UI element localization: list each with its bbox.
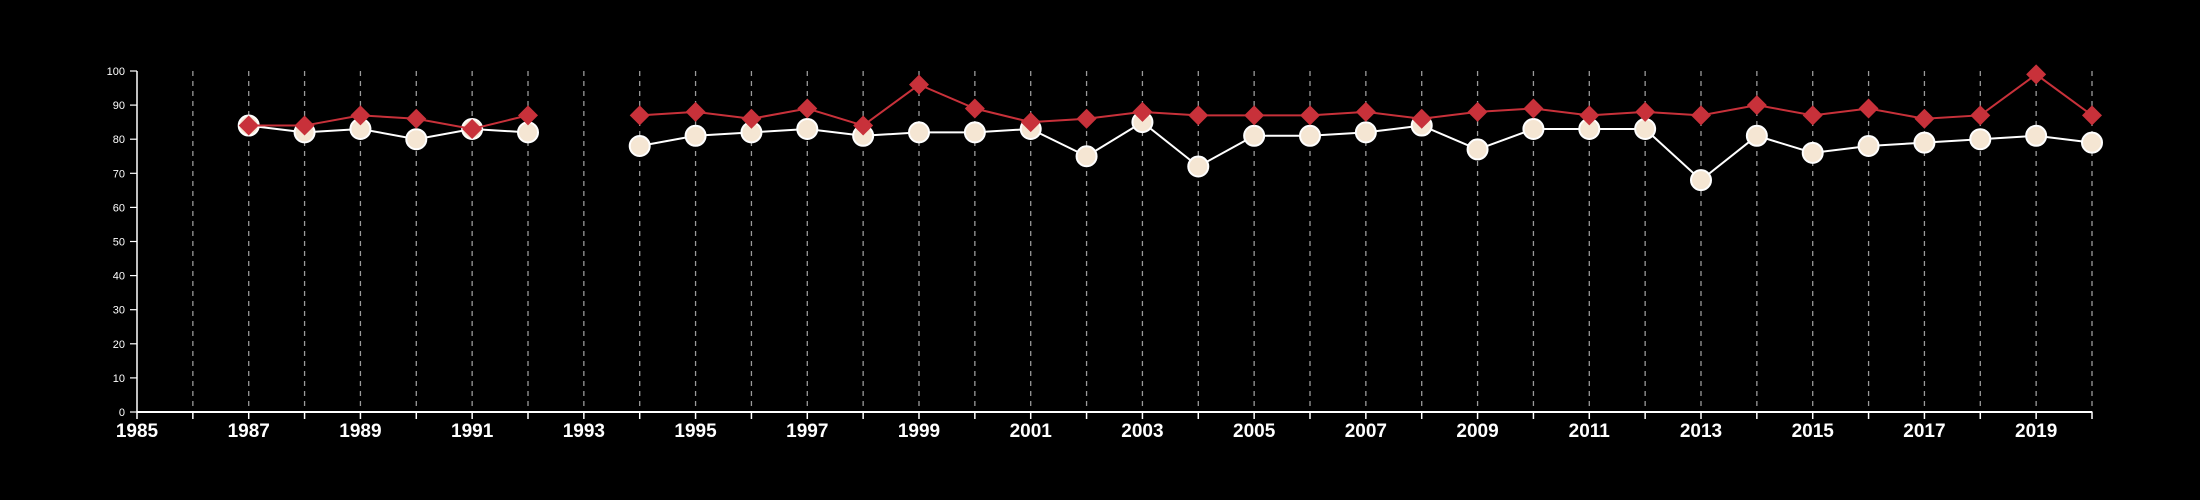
x-tick-label-2017: 2017	[1903, 421, 1945, 442]
x-tick-label-2005: 2005	[1233, 421, 1276, 442]
y-tick-label-40: 40	[113, 271, 125, 283]
series-0-point-1994	[628, 135, 651, 158]
series-0	[237, 111, 2103, 192]
series-1-point-1989	[350, 105, 371, 126]
series-1-point-2017	[1914, 108, 1935, 129]
series-0-point-1992	[517, 121, 539, 144]
series-1-point-2010	[1523, 98, 1544, 119]
y-tick-label-10: 10	[113, 373, 125, 385]
series-0-point-2012	[1634, 117, 1657, 140]
series-0-point-2015	[1801, 141, 1824, 164]
series-layer	[237, 64, 2103, 192]
x-tick-label-1989: 1989	[339, 421, 381, 442]
series-1-point-2001	[1020, 112, 1041, 133]
y-tick-label-20: 20	[113, 339, 125, 351]
series-1-point-2011	[1579, 105, 1600, 126]
series-0-point-1999	[908, 121, 930, 144]
series-0-point-2006	[1299, 124, 1321, 147]
x-tick-label-1993: 1993	[563, 421, 605, 442]
x-tick-label-2001: 2001	[1010, 421, 1053, 442]
x-tick-label-1997: 1997	[786, 421, 828, 442]
series-1-point-2013	[1691, 105, 1711, 126]
series-1-point-2004	[1188, 105, 1209, 126]
series-0-point-2002	[1075, 145, 1098, 168]
series-0-point-2014	[1745, 124, 1768, 147]
series-0-point-2018	[1969, 128, 1992, 151]
y-tick-label-0: 0	[119, 407, 125, 419]
vertical-gridlines	[192, 71, 2093, 412]
series-0-point-1997	[796, 117, 819, 140]
series-1-point-2006	[1300, 105, 1320, 126]
series-1-point-1987	[238, 115, 259, 136]
series-0-line-0	[248, 124, 529, 141]
x-tick-label-1985: 1985	[116, 421, 159, 442]
series-0-point-2004	[1187, 155, 1210, 178]
series-1-point-1991	[462, 118, 483, 139]
series-1-point-2012	[1635, 101, 1656, 122]
series-1-point-2003	[1132, 101, 1153, 122]
axes	[130, 70, 2093, 419]
y-tick-label-60: 60	[113, 202, 125, 214]
y-tick-label-80: 80	[113, 134, 125, 146]
series-1-line-0	[248, 114, 529, 130]
series-0-point-2005	[1243, 124, 1266, 147]
series-0-point-2007	[1354, 121, 1377, 144]
y-tick-label-50: 50	[113, 237, 125, 249]
series-1-point-1997	[797, 98, 818, 119]
series-1-point-2020	[2082, 105, 2102, 126]
series-1-point-2008	[1411, 108, 1432, 129]
series-1-point-1994	[629, 105, 650, 126]
x-tick-label-1995: 1995	[674, 421, 717, 442]
series-1-point-2016	[1858, 98, 1879, 119]
series-0-point-2009	[1466, 138, 1489, 161]
x-tick-label-2009: 2009	[1456, 421, 1498, 442]
series-1-point-2007	[1355, 101, 1376, 122]
x-tick-label-2011: 2011	[1569, 421, 1611, 442]
series-0-point-1990	[405, 128, 428, 151]
x-tick-label-1991: 1991	[451, 421, 494, 442]
y-tick-label-90: 90	[113, 100, 125, 112]
series-1-point-2019	[2026, 64, 2047, 85]
x-tick-label-2013: 2013	[1680, 421, 1722, 442]
y-tick-label-100: 100	[107, 66, 125, 78]
series-1-point-1988	[294, 115, 315, 136]
series-0-point-2017	[1913, 131, 1936, 154]
series-1-point-2000	[964, 98, 985, 119]
series-1-point-1999	[909, 74, 929, 95]
series-1-point-1996	[741, 108, 762, 129]
series-1-point-2009	[1467, 101, 1488, 122]
y-tick-label-70: 70	[113, 168, 125, 180]
x-tick-label-2015: 2015	[1792, 421, 1835, 442]
x-tick-label-1999: 1999	[898, 421, 940, 442]
series-0-point-2016	[1857, 135, 1880, 158]
x-tick-label-2007: 2007	[1345, 421, 1387, 442]
series-1-point-2015	[1802, 105, 1823, 126]
series-0-point-2019	[2025, 124, 2048, 147]
series-1-point-2014	[1746, 95, 1767, 116]
series-1-point-1998	[853, 115, 874, 136]
series-1-point-1992	[518, 105, 538, 126]
series-0-point-2000	[963, 121, 986, 144]
series-1-point-2002	[1076, 108, 1097, 129]
series-0-point-2020	[2081, 131, 2103, 154]
series-0-point-2010	[1522, 117, 1545, 140]
series-0-point-2013	[1690, 169, 1712, 192]
series-1-point-1995	[685, 101, 706, 122]
series-1-point-2005	[1244, 105, 1265, 126]
tick-labels: 0 10 20 30 40 50 60 70 80 90 100 1985 1987 1989 1991 19…	[107, 66, 2058, 442]
x-tick-label-1987: 1987	[228, 421, 270, 442]
y-tick-label-30: 30	[113, 305, 125, 317]
x-tick-label-2019: 2019	[2015, 421, 2057, 442]
x-tick-label-2003: 2003	[1121, 421, 1163, 442]
series-1-point-2018	[1970, 105, 1991, 126]
series-1	[238, 64, 2102, 139]
series-1-point-1990	[406, 108, 427, 129]
series-0-point-1995	[684, 124, 707, 147]
